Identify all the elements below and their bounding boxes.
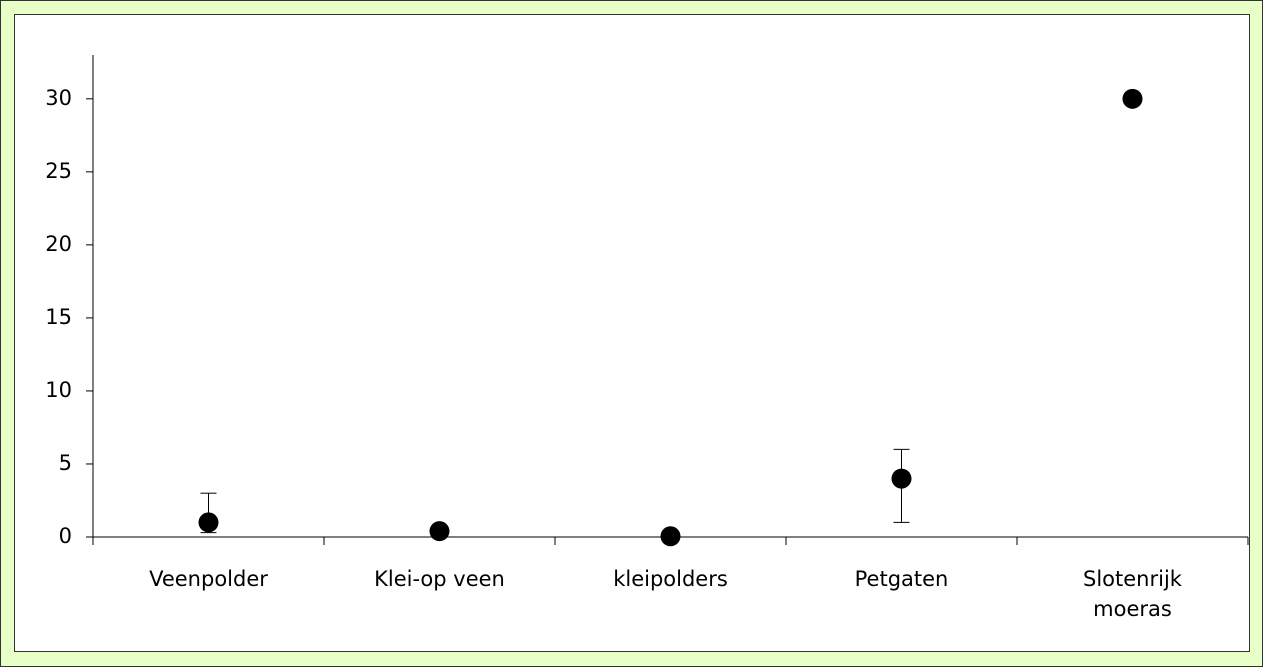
dot (198, 512, 219, 533)
y-tick-label: 25 (45, 159, 72, 183)
dot (1122, 88, 1143, 109)
dot (660, 526, 681, 547)
y-tick-label: 15 (45, 305, 72, 329)
y-tick-label: 30 (45, 86, 72, 110)
x-tick-label: Veenpolder (149, 567, 268, 591)
y-tick-label: 0 (59, 524, 72, 548)
y-tick-label: 20 (45, 232, 72, 256)
dot (891, 468, 912, 489)
x-tick-label: Petgaten (855, 567, 949, 591)
y-tick-label: 5 (59, 451, 72, 475)
chart-area (14, 14, 1250, 652)
x-tick-label: Slotenrijk moeras (1083, 567, 1183, 621)
x-tick-label: kleipolders (613, 567, 728, 591)
x-tick-label: Klei-op veen (374, 567, 505, 591)
y-tick-label: 10 (45, 378, 72, 402)
dot (429, 521, 450, 542)
